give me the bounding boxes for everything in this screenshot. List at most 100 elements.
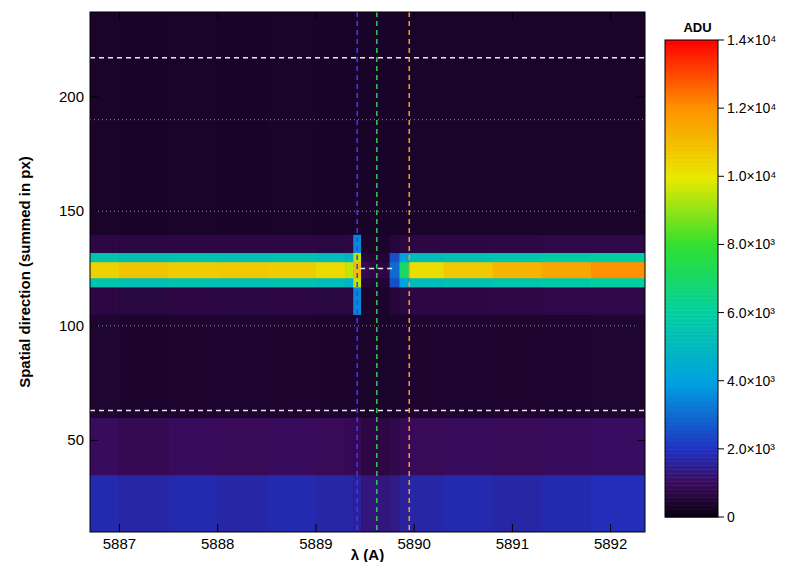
heatmap-cell <box>119 287 169 315</box>
heatmap-cell <box>119 278 169 288</box>
colorbar-swatch <box>665 370 718 374</box>
colorbar-swatch <box>665 485 718 489</box>
heatmap-cell <box>90 234 120 253</box>
colorbar-swatch <box>665 282 718 286</box>
colorbar-tick <box>718 108 724 109</box>
heatmap-cell <box>390 417 400 475</box>
heatmap-cell <box>218 12 268 235</box>
heatmap-cell <box>493 253 543 263</box>
reference-line <box>90 325 645 326</box>
colorbar-swatch <box>665 60 718 64</box>
heatmap-cell <box>361 234 370 253</box>
heatmap-cell <box>444 234 494 253</box>
heatmap-cell <box>444 12 494 235</box>
colorbar-swatch <box>665 481 718 485</box>
colorbar-swatch <box>665 183 718 187</box>
colorbar-swatch <box>665 271 718 275</box>
heatmap-cell <box>409 12 444 235</box>
x-tick-label: 5890 <box>397 535 430 552</box>
colorbar-swatch <box>665 469 718 473</box>
heatmap-cell <box>370 417 390 475</box>
heatmap-cell <box>409 253 444 263</box>
reference-line <box>376 12 378 532</box>
heatmap-cell <box>542 234 592 253</box>
colorbar-swatch <box>665 100 718 104</box>
colorbar-swatch <box>665 123 718 127</box>
colorbar-swatch <box>665 255 718 259</box>
colorbar-swatch <box>665 259 718 263</box>
heatmap-cell <box>316 278 346 288</box>
colorbar-title: ADU <box>683 20 711 35</box>
heatmap-cell <box>399 278 409 288</box>
heatmap-cell <box>444 278 494 288</box>
heatmap-cell <box>361 262 370 279</box>
y-axis-title: Spatial direction (summed in px) <box>16 156 33 388</box>
heatmap-cell <box>390 12 400 235</box>
colorbar-swatch <box>665 199 718 203</box>
heatmap-cell <box>493 417 543 475</box>
colorbar-swatch <box>665 422 718 426</box>
colorbar-swatch <box>665 104 718 108</box>
colorbar-swatch <box>665 135 718 139</box>
colorbar-swatch <box>665 310 718 314</box>
colorbar-swatch <box>665 426 718 430</box>
colorbar-swatch <box>665 434 718 438</box>
colorbar-swatch <box>665 96 718 100</box>
heatmap-cell <box>119 262 169 279</box>
colorbar-swatch <box>665 167 718 171</box>
colorbar-swatch <box>665 497 718 501</box>
heatmap-cell <box>399 262 409 279</box>
colorbar-swatch <box>665 286 718 290</box>
y-tick-label: 200 <box>59 88 84 105</box>
heatmap-cell <box>591 314 645 418</box>
x-tick <box>512 524 513 532</box>
heatmap-cell <box>370 234 390 253</box>
heatmap-cell <box>399 287 409 315</box>
heatmap-cell <box>90 314 120 418</box>
colorbar-swatch <box>665 267 718 271</box>
heatmap-cell <box>409 262 444 279</box>
heatmap-cell <box>591 475 645 532</box>
heatmap-cell <box>390 253 400 263</box>
heatmap-cell <box>370 262 390 279</box>
reference-line <box>90 119 645 120</box>
colorbar-swatch <box>665 430 718 434</box>
x-tick <box>119 12 120 20</box>
heatmap-cell <box>409 475 444 532</box>
heatmap-cell <box>370 287 390 315</box>
colorbar-swatch <box>665 227 718 231</box>
heatmap-cell <box>218 234 268 253</box>
colorbar-swatch <box>665 191 718 195</box>
y-tick <box>637 325 645 326</box>
heatmap-cell <box>542 314 592 418</box>
heatmap-cell <box>399 417 409 475</box>
heatmap-cell <box>444 314 494 418</box>
heatmap-cell <box>218 417 268 475</box>
heatmap-cell <box>399 475 409 532</box>
colorbar-swatch <box>665 406 718 410</box>
colorbar-swatch <box>665 64 718 68</box>
colorbar-swatch <box>665 175 718 179</box>
heatmap-cell <box>542 253 592 263</box>
heatmap-cell <box>444 417 494 475</box>
heatmap-cell <box>267 262 317 279</box>
heatmap-cell <box>399 253 409 263</box>
colorbar-tick <box>718 40 724 41</box>
x-tick <box>610 524 611 532</box>
colorbar-tick-label: 4.0×10³ <box>727 373 775 389</box>
colorbar-swatch <box>665 92 718 96</box>
heatmap-cell <box>591 417 645 475</box>
heatmap-cell <box>169 234 219 253</box>
reference-line <box>90 410 645 412</box>
heatmap-cell <box>399 234 409 253</box>
colorbar-tick-label: 6.0×10³ <box>727 305 775 321</box>
colorbar-tick-label: 1.2×10⁴ <box>727 100 776 116</box>
heatmap-cell <box>361 475 370 532</box>
heatmap-cell <box>345 234 353 253</box>
heatmap-cell <box>542 287 592 315</box>
colorbar-tick <box>718 244 724 245</box>
x-tick-label: 5888 <box>201 535 234 552</box>
heatmap-cell <box>169 262 219 279</box>
colorbar-swatch <box>665 116 718 120</box>
heatmap-cell <box>90 12 120 235</box>
